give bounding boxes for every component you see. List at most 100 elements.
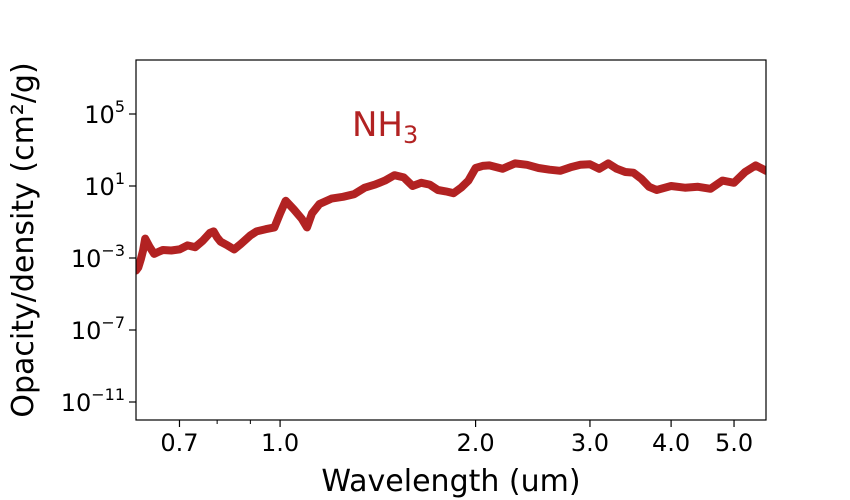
data-point (577, 161, 584, 168)
data-point (613, 165, 620, 172)
y-tick-exponent: 1 (115, 169, 125, 188)
data-point (465, 177, 472, 184)
data-point (372, 181, 378, 188)
data-point (237, 241, 244, 247)
data-point (763, 167, 766, 174)
data-point (277, 210, 284, 217)
annotation-subscript: 3 (403, 121, 418, 149)
x-tick-label: 5.0 (715, 429, 753, 457)
x-tick-label: 2.0 (457, 429, 495, 457)
data-point (524, 161, 530, 168)
data-point (140, 247, 146, 254)
data-point (535, 165, 542, 171)
data-point (426, 181, 433, 188)
data-point (479, 162, 486, 169)
data-point (512, 160, 518, 167)
data-point (638, 175, 645, 182)
data-point (304, 224, 310, 231)
data-point (681, 184, 688, 191)
data-point (630, 169, 637, 176)
data-point (298, 215, 305, 222)
data-point (418, 179, 425, 186)
data-point (361, 184, 368, 191)
data-point (142, 235, 149, 242)
data-point (184, 242, 191, 249)
data-point (587, 161, 593, 168)
y-tick-label: 10−7 (71, 313, 125, 345)
data-point (695, 183, 701, 190)
x-tick-label: 4.0 (652, 429, 690, 457)
data-point (282, 197, 289, 204)
annotation-base: NH (352, 105, 403, 145)
data-point (224, 242, 231, 249)
data-point (596, 165, 603, 172)
data-layer (136, 159, 766, 275)
data-point (328, 195, 335, 202)
x-tick-label: 0.7 (160, 429, 198, 457)
data-point (622, 169, 629, 175)
data-point (567, 164, 574, 171)
data-point (136, 264, 142, 271)
plot-frame (135, 59, 767, 421)
data-point (137, 256, 144, 263)
data-point (486, 162, 493, 169)
data-point (458, 184, 465, 191)
y-tick-label: 105 (84, 97, 125, 129)
x-tick-label: 1.0 (261, 429, 299, 457)
data-point (340, 193, 346, 200)
y-tick-exponent: 5 (115, 97, 125, 116)
data-point (176, 246, 183, 253)
data-point (646, 183, 653, 190)
y-tick-exponent: −11 (91, 385, 125, 404)
data-point (605, 160, 612, 167)
data-point (271, 224, 278, 231)
data-point (192, 244, 199, 251)
data-point (450, 190, 457, 197)
y-tick-base: 10 (71, 245, 102, 273)
data-point (546, 166, 553, 173)
data-point (557, 167, 564, 174)
y-tick-label: 101 (84, 169, 125, 201)
x-axis-label: Wavelength (um) (321, 464, 580, 499)
data-point (668, 183, 675, 189)
data-point (742, 169, 749, 175)
data-point (199, 237, 206, 244)
data-point (391, 172, 398, 179)
y-tick-base: 10 (71, 317, 102, 345)
data-point (210, 228, 217, 235)
y-tick-exponent: −3 (101, 241, 125, 260)
y-tick-exponent: −7 (101, 313, 125, 332)
data-point (499, 165, 506, 172)
y-axis-label: Opacity/density (cm²/g) (6, 62, 41, 417)
x-tick-label: 3.0 (571, 429, 609, 457)
opacity-series-band (136, 159, 766, 275)
data-point (752, 162, 759, 169)
y-tick-base: 10 (84, 101, 115, 129)
data-point (168, 247, 175, 254)
data-point (262, 226, 269, 233)
data-point (653, 187, 660, 193)
data-point (247, 232, 254, 239)
data-point (442, 188, 449, 195)
data-point (217, 238, 224, 245)
data-point (400, 174, 407, 181)
data-point (381, 177, 388, 184)
data-point (719, 177, 726, 184)
data-point (231, 246, 238, 253)
data-point (731, 179, 737, 186)
data-point (253, 228, 260, 235)
data-point (146, 244, 153, 251)
data-point (309, 210, 315, 217)
data-point (351, 191, 358, 198)
y-tick-label: 10−11 (61, 385, 125, 417)
data-point (316, 201, 323, 207)
data-point (434, 187, 441, 193)
data-point (707, 185, 714, 192)
y-tick-base: 10 (61, 389, 92, 417)
data-point (214, 234, 221, 241)
y-tick-base: 10 (84, 173, 115, 201)
y-tick-label: 10−3 (71, 241, 125, 273)
data-point (290, 206, 297, 213)
